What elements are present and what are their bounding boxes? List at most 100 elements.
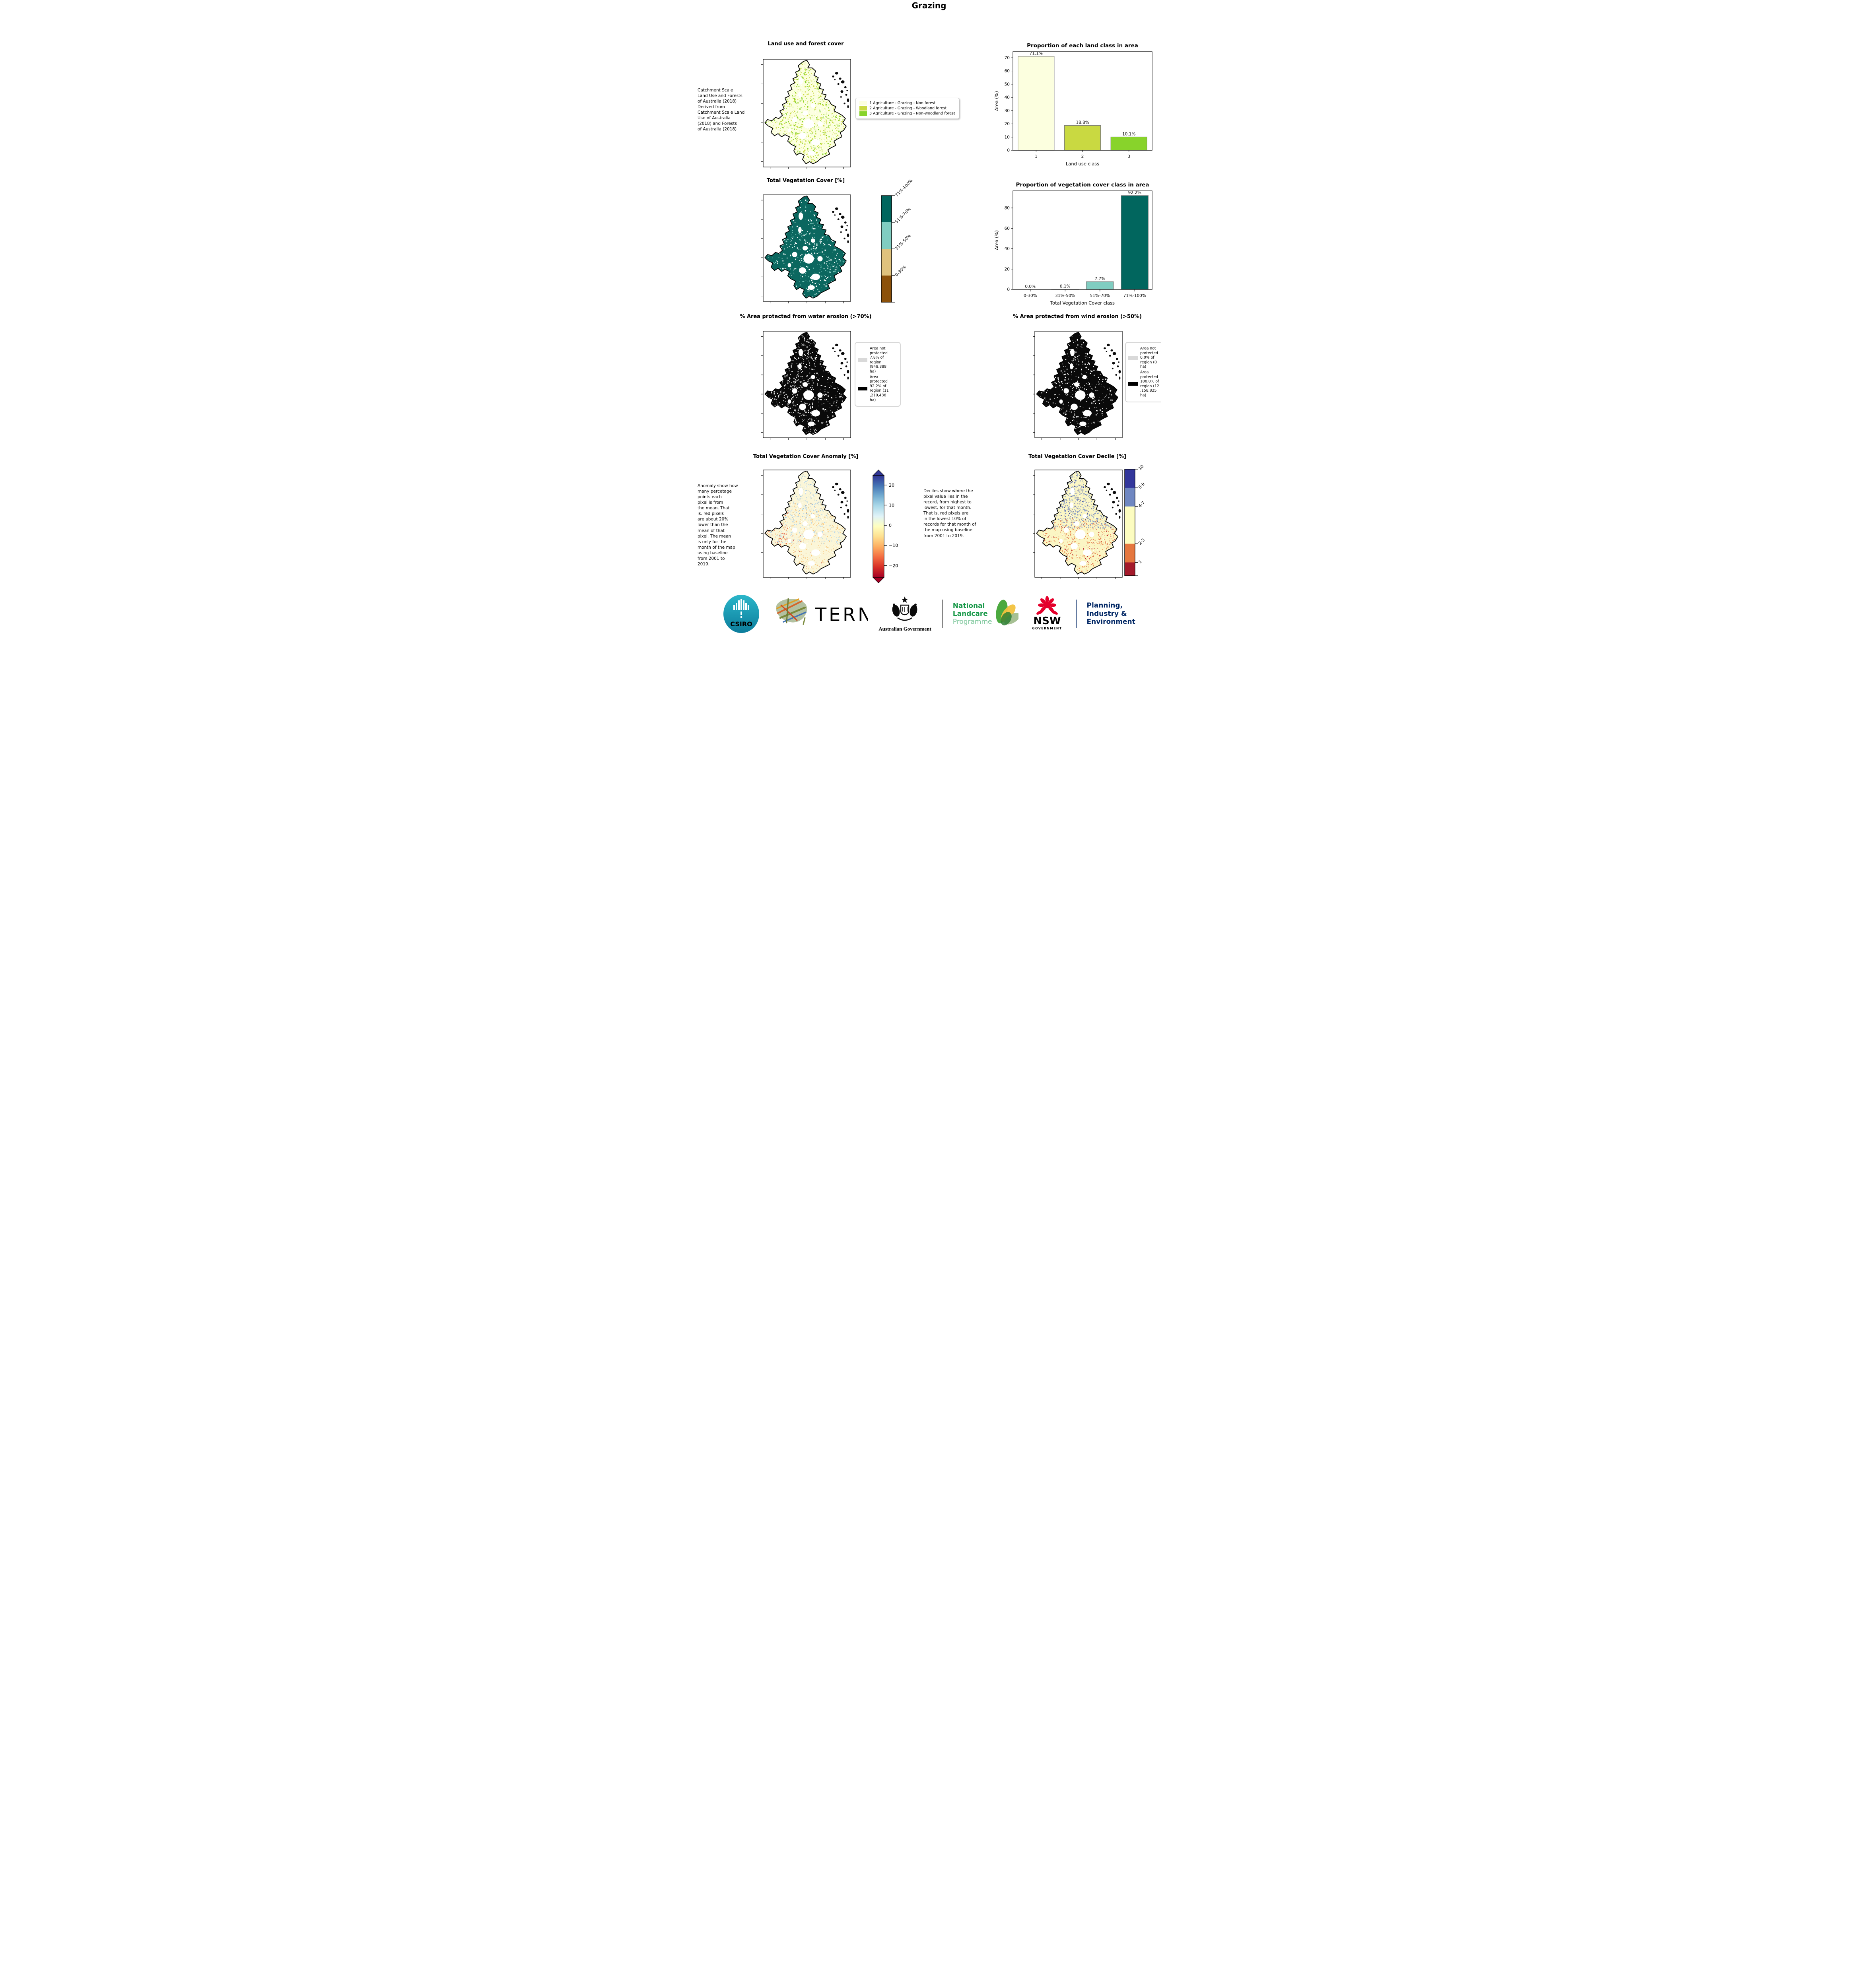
catchment-outline (1036, 332, 1118, 435)
chart-title: Proportion of vegetation cover class in … (1016, 182, 1149, 188)
coastal-island (1106, 489, 1108, 491)
coastal-island (844, 86, 847, 89)
y-tick-label: 0 (1007, 148, 1010, 153)
legend-label: Area protected 100.0% of region (12 ,158… (1140, 370, 1159, 398)
water-erosion-map-title: % Area protected from water erosion (>70… (740, 314, 872, 320)
report-page: Grazing Catchment Scale Land Use and For… (697, 0, 1161, 644)
coastal-island (837, 355, 840, 357)
colorbar-tick-label: 4-7 (1138, 500, 1146, 509)
coastal-island (1116, 358, 1118, 360)
y-tick-label: 80 (1005, 206, 1010, 211)
coastal-island (1118, 500, 1119, 502)
coastal-island (840, 507, 842, 509)
coastal-island (844, 497, 847, 499)
bar (1064, 125, 1101, 151)
veg-class-bar-chart: Proportion of vegetation cover class in … (994, 182, 1153, 306)
wind-erosion-map-title: % Area protected from wind erosion (>50%… (1013, 314, 1142, 320)
legend-label: Area protected 92.2% of region (11 ,210,… (870, 375, 889, 402)
y-tick-label: 30 (1005, 109, 1010, 113)
land-use-source-note: Catchment Scale Land Use and Forests of … (698, 88, 745, 132)
coastal-island (1112, 367, 1114, 369)
coastal-island (1112, 352, 1116, 355)
legend-swatch (859, 106, 867, 111)
tern-wordmark: TERN (815, 604, 868, 625)
coastal-island (835, 344, 838, 347)
legend-label: 3 Agriculture - Grazing - Non-woodland f… (869, 111, 955, 116)
coastal-island (845, 229, 847, 231)
legend-item: Area protected 92.2% of region (11 ,210,… (858, 375, 898, 403)
bar-value-label: 0.0% (1025, 284, 1036, 289)
coastal-island (832, 486, 834, 488)
landcare-line-2: Landcare (952, 610, 988, 618)
footer-divider (941, 600, 943, 628)
landcare-logo: National Landcare Programme (953, 596, 1018, 631)
colorbar-segment (881, 276, 892, 303)
coastal-island (1104, 486, 1106, 488)
tern-australia-icon (776, 598, 807, 625)
legend-swatch (859, 111, 867, 116)
coastal-island (845, 504, 847, 507)
coastal-island (834, 489, 836, 491)
land-use-map (761, 59, 851, 169)
landcare-line-3: Programme (952, 618, 992, 626)
legend-label: Area not protected 0.0% of region (0 ha) (1140, 346, 1158, 369)
anomaly-note: Anomaly show how many percetage points e… (698, 483, 738, 567)
land-class-bar-chart: Proportion of each land class in area 0 10… (994, 43, 1153, 167)
colorbar-segment (1125, 506, 1135, 544)
decile-map (1033, 470, 1123, 579)
colorbar-arrow-down (872, 577, 885, 583)
y-tick-label: 10 (1005, 135, 1010, 140)
colorbar-tick-label: 31%-50% (894, 233, 912, 251)
coastal-island (840, 362, 843, 365)
coastal-island (835, 207, 838, 210)
legend-swatch (1128, 382, 1138, 386)
x-tick-label: 31%-50% (1055, 293, 1075, 298)
colorbar-tick-label: 51%-70% (894, 207, 912, 224)
x-tick-label: 1 (1035, 154, 1038, 159)
coastal-island (843, 237, 845, 240)
coastal-island (847, 240, 849, 243)
colorbar-segment (881, 249, 892, 276)
coastal-island (1119, 377, 1121, 380)
coastal-island (1118, 509, 1121, 513)
plot-frame (1013, 51, 1153, 151)
coastal-island (844, 221, 847, 224)
coastal-island (841, 80, 845, 83)
coastal-island (841, 215, 845, 219)
y-tick-label: 20 (1005, 267, 1010, 272)
plot-frame (1013, 190, 1153, 290)
coastal-island (847, 105, 849, 109)
coastal-island (843, 374, 845, 376)
y-tick-label: 40 (1005, 95, 1010, 100)
bar-value-label: 10.1% (1122, 132, 1135, 136)
australian-government-logo: Australian Government (878, 596, 931, 632)
coastal-island (1117, 504, 1119, 507)
colorbar-segment (1125, 544, 1135, 563)
coastal-island (1117, 365, 1119, 367)
colorbar-tick-label: 71%-100% (894, 178, 914, 198)
colorbar-tick-label: 0 (889, 523, 892, 528)
y-axis-label: Area (%) (994, 91, 999, 111)
colorbar-tick-label: −10 (889, 543, 898, 548)
coastal-island (847, 377, 849, 380)
coastal-island (840, 90, 843, 93)
legend-swatch (1128, 356, 1138, 360)
legend-swatch (858, 358, 867, 362)
legend-item: Area not protected 0.0% of region (0 ha) (1128, 346, 1161, 369)
decile-map-title: Total Vegetation Cover Decile [%] (1028, 454, 1126, 460)
coastal-island (843, 102, 845, 105)
coastal-island (1106, 482, 1110, 485)
coastal-island (1110, 349, 1113, 351)
waratah-icon (1036, 596, 1058, 615)
x-tick-label: 2 (1081, 154, 1084, 159)
chart-title: Proportion of each land class in area (1027, 43, 1138, 49)
y-tick-label: 60 (1005, 69, 1010, 74)
legend-item: Area protected 100.0% of region (12 ,158… (1128, 370, 1161, 398)
bar-value-label: 92.2% (1128, 190, 1141, 195)
water-erosion-map (761, 331, 851, 440)
coastal-island (1119, 516, 1121, 519)
coastal-island (837, 218, 840, 221)
coastal-island (844, 358, 847, 360)
colorbar-segment (881, 196, 892, 223)
coastal-island (837, 83, 840, 85)
